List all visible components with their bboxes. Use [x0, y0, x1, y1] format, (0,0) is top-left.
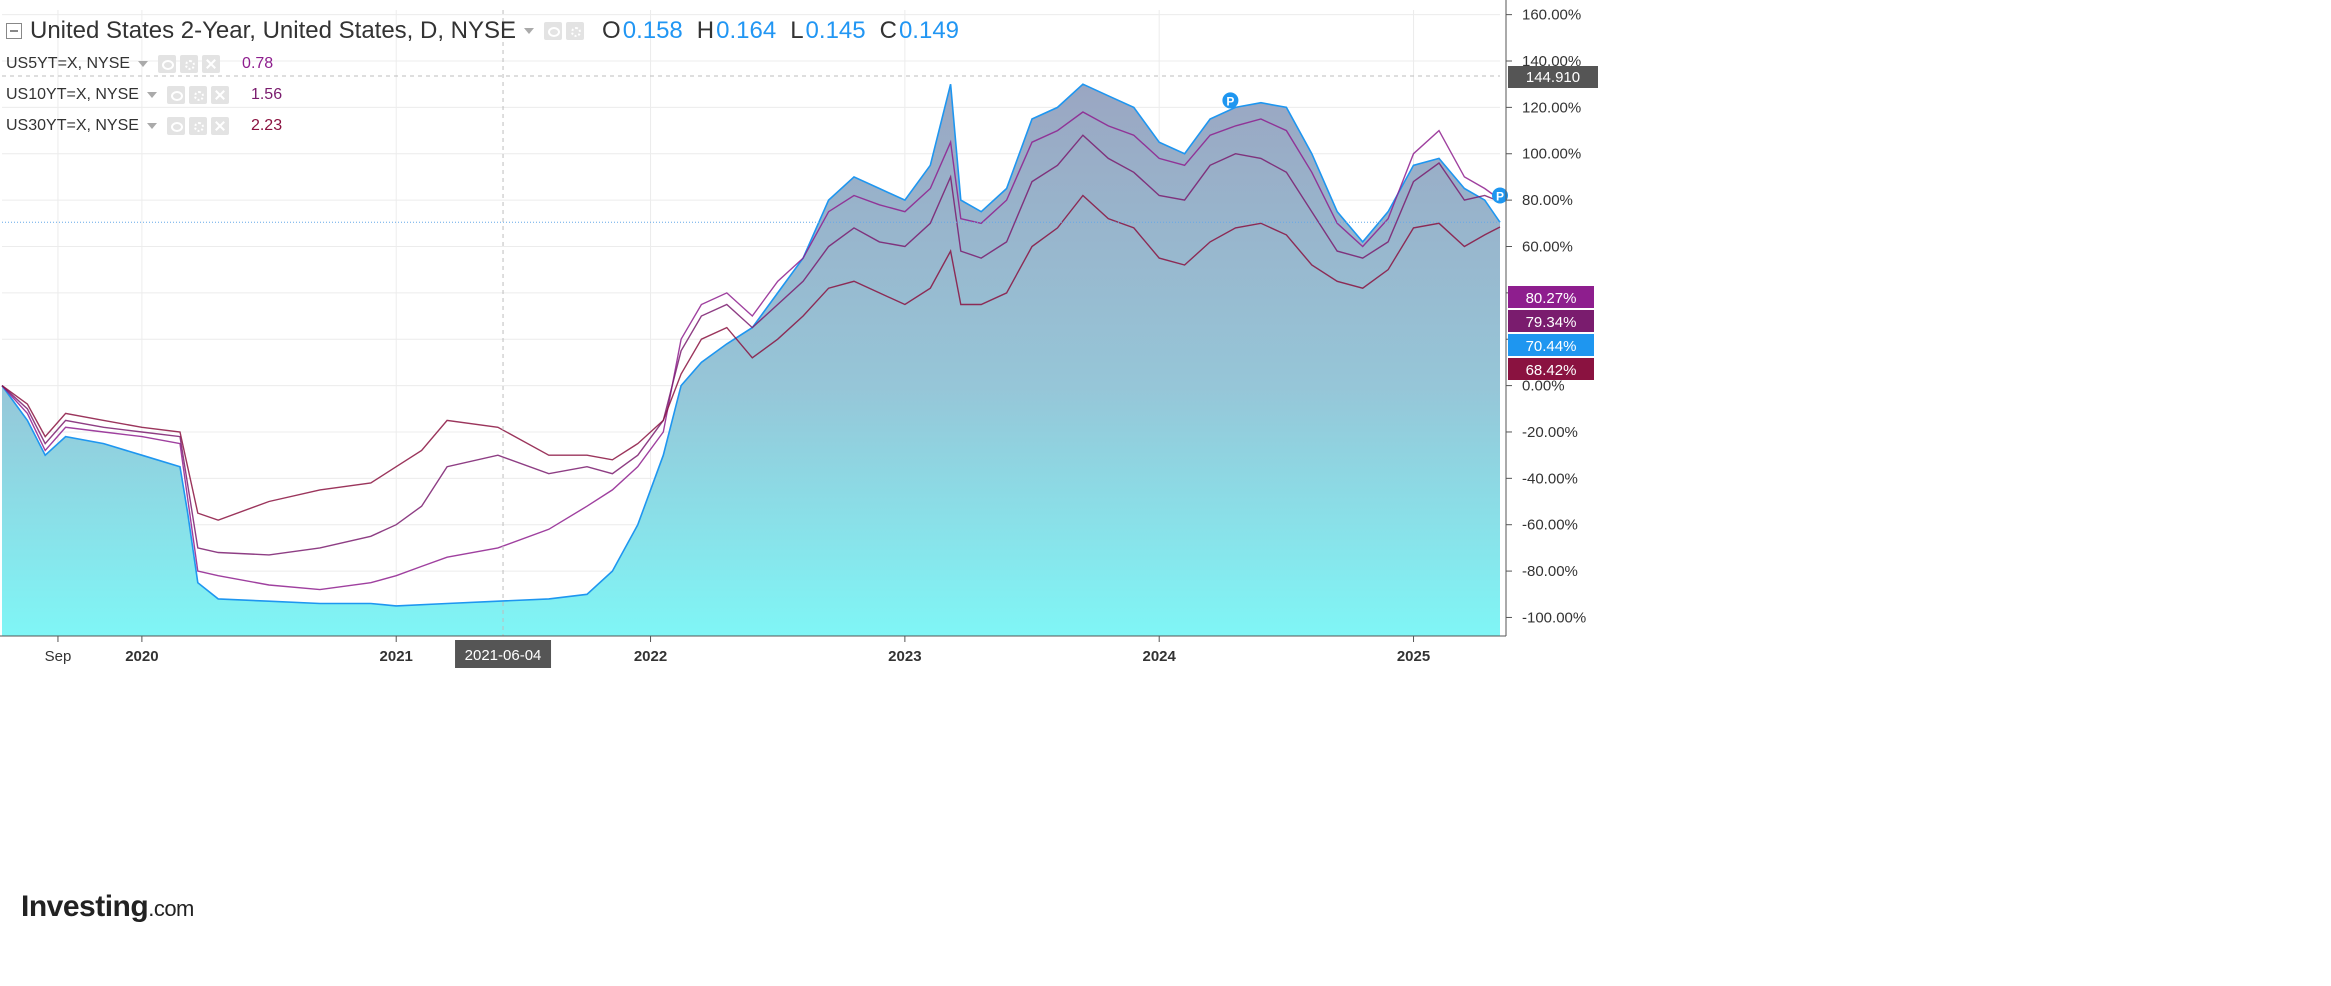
ohlc-high-value: 0.164 [716, 17, 777, 44]
chart-title: United States 2-Year, United States, D, … [30, 17, 517, 44]
axis-layer: 160.00% 140.00% 120.00% 100.00% 80.00% 60.00%… [0, 0, 1598, 668]
y-tick-label: -60.00% [1522, 517, 1578, 534]
gear-icon[interactable] [566, 22, 585, 40]
x-tick-label: Sep [45, 648, 72, 665]
event-marker-label: P [1496, 189, 1504, 203]
y-tick-label: 80.00% [1522, 192, 1573, 209]
last-value-label: 68.42% [1526, 362, 1577, 379]
last-value-label: 80.27% [1526, 290, 1577, 307]
y-tick-label: 120.00% [1522, 99, 1581, 116]
legend-item-value: 1.56 [250, 85, 283, 103]
crosshair-x-label-bg [455, 640, 552, 668]
y-tick-label: -80.00% [1522, 563, 1578, 580]
chevron-down-icon[interactable] [146, 91, 157, 98]
ohlc-open-value: 0.158 [622, 17, 683, 44]
eye-icon[interactable] [166, 116, 185, 135]
series-line [1, 111, 1501, 591]
y-tick-label: 0.00% [1522, 378, 1565, 395]
last-value-label-bg [1508, 334, 1594, 356]
y-tick-label: -100.00% [1522, 609, 1586, 626]
y-tick-label: -40.00% [1522, 470, 1578, 487]
eye-icon[interactable] [158, 54, 177, 73]
last-value-label-bg [1508, 358, 1594, 380]
eye-icon[interactable] [166, 85, 185, 104]
series-line [1, 134, 1501, 556]
legend-item-label: US5YT=X, NYSE [6, 54, 131, 72]
legend-item-value: 0.78 [242, 54, 274, 72]
legend-main-row: United States 2-Year, United States, D, … [6, 14, 959, 48]
gear-icon[interactable] [188, 85, 207, 104]
legend-item-label: US30YT=X, NYSE [6, 116, 139, 134]
crosshair-layer [2, 10, 1500, 636]
line-layer [1, 111, 1501, 591]
chevron-down-icon[interactable] [146, 122, 157, 129]
x-tick-label: 2025 [1397, 648, 1430, 665]
crosshair-y-label: 144.910 [1526, 69, 1580, 86]
x-tick-label: 2022 [634, 648, 667, 665]
series-area-fill [2, 84, 1500, 636]
x-tick-label: 2024 [1143, 648, 1177, 665]
legend-item-label: US10YT=X, NYSE [6, 85, 139, 103]
event-marker-label: P [1226, 94, 1234, 108]
ohlc-close-value: 0.149 [898, 17, 960, 44]
ohlc-low-label: L [790, 17, 804, 44]
x-tick-label: 2020 [125, 648, 158, 665]
y-tick-label: -20.00% [1522, 424, 1578, 441]
ohlc-close-label: C [879, 17, 897, 44]
legend: United States 2-Year, United States, D, … [6, 14, 959, 141]
crosshair-x-label: 2021-06-04 [465, 647, 542, 664]
gear-icon[interactable] [188, 116, 207, 135]
logo-main: Investing [21, 890, 149, 923]
y-tick-label: 160.00% [1522, 7, 1581, 24]
chevron-down-icon[interactable] [138, 60, 149, 67]
close-icon[interactable] [210, 85, 229, 104]
legend-item-us10y[interactable]: US10YT=X, NYSE 1.56 [6, 79, 959, 110]
ohlc-low-value: 0.145 [805, 17, 866, 44]
last-value-label: 70.44% [1526, 338, 1577, 355]
ohlc-high-label: H [696, 17, 715, 44]
close-icon[interactable] [210, 116, 229, 135]
eye-icon[interactable] [544, 22, 563, 40]
x-tick-label: 2023 [888, 648, 921, 665]
event-marker [1222, 92, 1239, 109]
collapse-icon[interactable] [6, 23, 22, 39]
last-value-label-bg [1508, 286, 1594, 308]
investing-logo: Investing.com [21, 890, 194, 924]
gear-icon[interactable] [180, 54, 199, 73]
last-value-label: 79.34% [1526, 314, 1577, 331]
legend-item-us30y[interactable]: US30YT=X, NYSE 2.23 [6, 110, 959, 141]
y-tick-label: 60.00% [1522, 238, 1573, 255]
logo-suffix: .com [148, 896, 194, 921]
marker-layer: PP [1222, 92, 1508, 204]
legend-item-us5y[interactable]: US5YT=X, NYSE 0.78 [6, 48, 959, 79]
x-tick-label: 2021 [380, 648, 413, 665]
crosshair-y-label-bg [1508, 66, 1598, 88]
y-tick-label: 140.00% [1522, 53, 1581, 70]
series-area-line [1, 83, 1501, 607]
area-layer [1, 83, 1501, 636]
y-tick-label: 100.00% [1522, 146, 1581, 163]
close-icon[interactable] [202, 54, 221, 73]
legend-item-value: 2.23 [250, 116, 283, 134]
event-marker [1492, 187, 1508, 204]
chevron-down-icon[interactable] [524, 28, 535, 34]
series-line [1, 194, 1501, 521]
ohlc-open-label: O [602, 17, 621, 44]
last-value-label-bg [1508, 310, 1594, 332]
